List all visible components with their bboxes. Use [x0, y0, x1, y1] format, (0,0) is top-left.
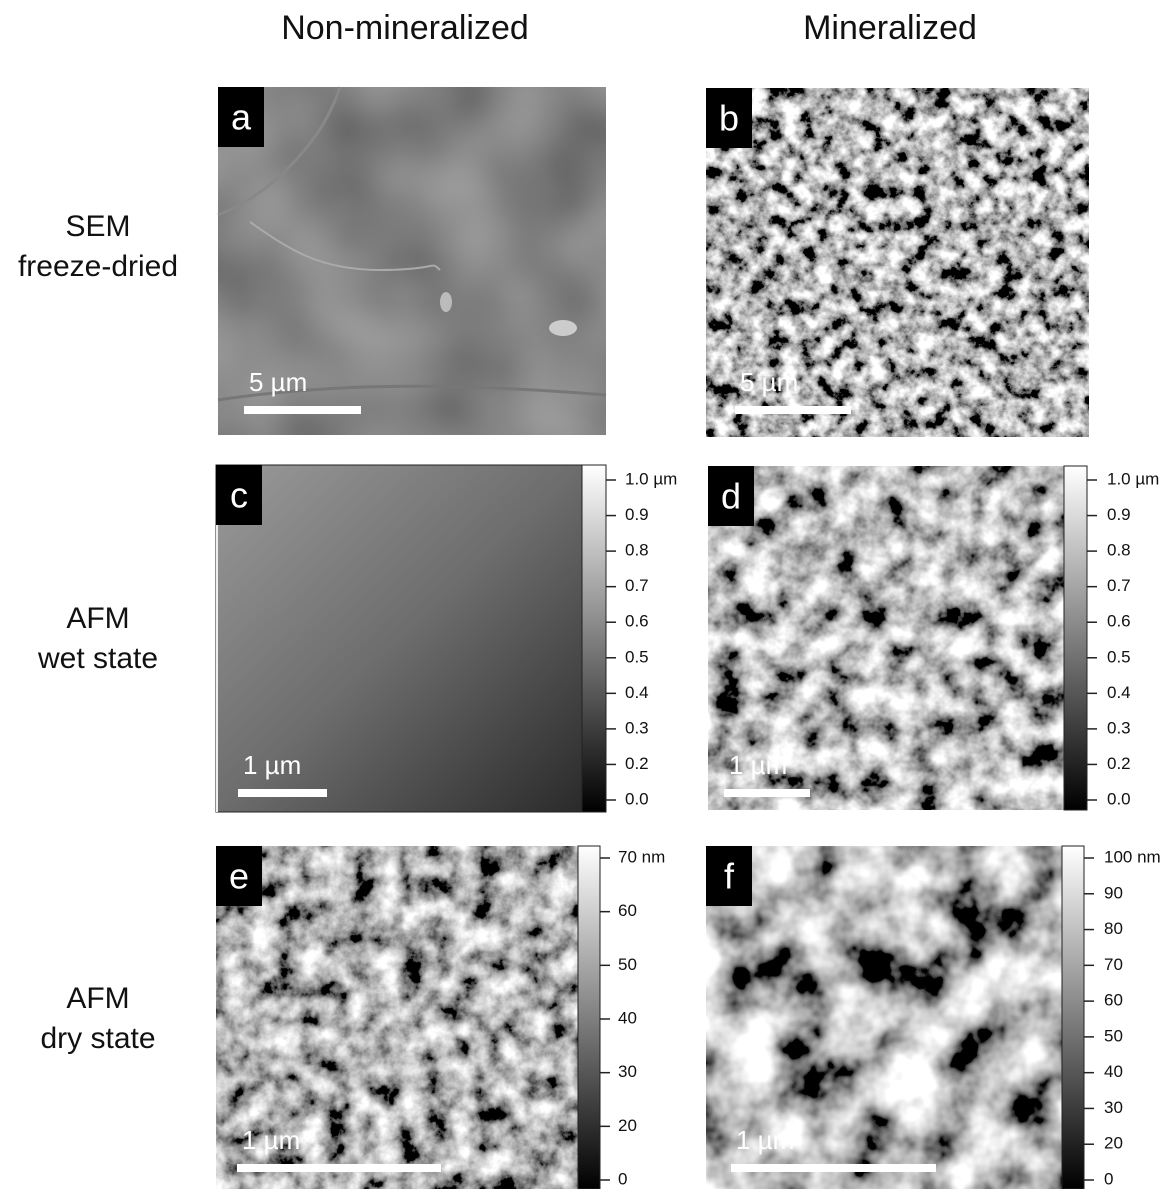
colorbar-label: 40 [1104, 1062, 1123, 1081]
colorbar-label: 0.0 [625, 789, 649, 808]
colorbar-label: 0.7 [1107, 576, 1131, 595]
colorbar-label: 0.9 [625, 505, 649, 524]
colorbar-label: 50 [618, 955, 637, 974]
scale-bar [735, 406, 851, 414]
colorbar-label: 40 [618, 1008, 637, 1027]
colorbar-label: 0.2 [625, 754, 649, 773]
column-header: Non-mineralized [281, 9, 529, 47]
colorbar-label: 70 nm [618, 847, 665, 866]
colorbar-label: 20 [1104, 1134, 1123, 1153]
panel: c 1 µm 1.0 µm 0.9 0.8 0.7 0.6 0.5 0.4 0.3 0.2 0.0 [216, 465, 677, 812]
colorbar-label: 0 [1104, 1169, 1113, 1188]
panel-letter: b [719, 98, 739, 139]
colorbar-label: 60 [618, 901, 637, 920]
feature [440, 292, 452, 312]
colorbar-label: 70 [1104, 955, 1123, 974]
scale-bar-label: 1 µm [243, 750, 301, 780]
row-label: freeze-dried [18, 250, 178, 283]
colorbar-label: 0.5 [1107, 647, 1131, 666]
scale-bar [237, 1164, 441, 1172]
scale-bar-label: 5 µm [740, 367, 798, 397]
colorbar-label: 0.0 [1107, 789, 1131, 808]
colorbar [1064, 466, 1087, 810]
row-label: AFM [66, 602, 129, 635]
scale-bar [238, 789, 327, 797]
panel: d 1 µm 1.0 µm 0.9 0.8 0.7 0.6 0.5 0.4 0.3 0.2 0.0 [708, 466, 1159, 810]
feature [549, 320, 577, 336]
colorbar-label: 20 [618, 1116, 637, 1135]
row-label: AFM [66, 982, 129, 1015]
scale-bar [724, 789, 810, 797]
panel: e 1 µm 70 nm 60 50 40 30 20 0 [216, 846, 665, 1189]
colorbar-label: 0.3 [625, 718, 649, 737]
row-label: wet state [37, 642, 158, 675]
panel-letter: e [229, 856, 249, 897]
colorbar-label: 0.6 [625, 612, 649, 631]
colorbar-label: 50 [1104, 1026, 1123, 1045]
colorbar-label: 80 [1104, 919, 1123, 938]
colorbar [578, 846, 600, 1189]
colorbar-label: 0.5 [625, 647, 649, 666]
scale-bar [244, 406, 361, 414]
colorbar-label: 0.2 [1107, 754, 1131, 773]
scale-bar-label: 1 µm [242, 1125, 300, 1155]
panel-letter: c [230, 475, 248, 516]
colorbar-label: 30 [1104, 1098, 1123, 1117]
row-label: SEM [65, 210, 130, 243]
colorbar-label: 0.8 [625, 541, 649, 560]
scale-bar-label: 1 µm [729, 750, 787, 780]
figure: Non-mineralized Mineralized SEM freeze-drie… [0, 0, 1171, 1189]
colorbar-label: 30 [618, 1062, 637, 1081]
column-header: Mineralized [803, 9, 977, 47]
colorbar-label: 1.0 µm [1107, 469, 1159, 488]
colorbar [582, 465, 606, 812]
colorbar-label: 0.8 [1107, 541, 1131, 560]
colorbar-label: 0.6 [1107, 612, 1131, 631]
colorbar-label: 60 [1104, 991, 1123, 1010]
row-label: dry state [40, 1022, 155, 1055]
scale-bar-label: 5 µm [249, 367, 307, 397]
colorbar-label: 0.4 [1107, 683, 1131, 702]
panel: f 1 µm 100 nm 90 80 70 60 50 40 30 20 0 [706, 846, 1161, 1189]
colorbar-label: 90 [1104, 883, 1123, 902]
colorbar-label: 0.7 [625, 576, 649, 595]
scale-bar-label: 1 µm [736, 1125, 794, 1155]
panel-letter: a [231, 97, 252, 138]
colorbar-label: 100 nm [1104, 847, 1161, 866]
panel: a 5 µm [218, 87, 606, 435]
colorbar-label: 0.3 [1107, 718, 1131, 737]
scale-bar [731, 1164, 936, 1172]
panel: b 5 µm [706, 88, 1089, 437]
colorbar-label: 0.9 [1107, 505, 1131, 524]
colorbar-label: 1.0 µm [625, 469, 677, 488]
colorbar-label: 0.4 [625, 683, 649, 702]
colorbar [1062, 846, 1084, 1189]
panel-letter: f [724, 856, 735, 897]
panel-letter: d [721, 476, 741, 517]
colorbar-label: 0 [618, 1169, 627, 1188]
